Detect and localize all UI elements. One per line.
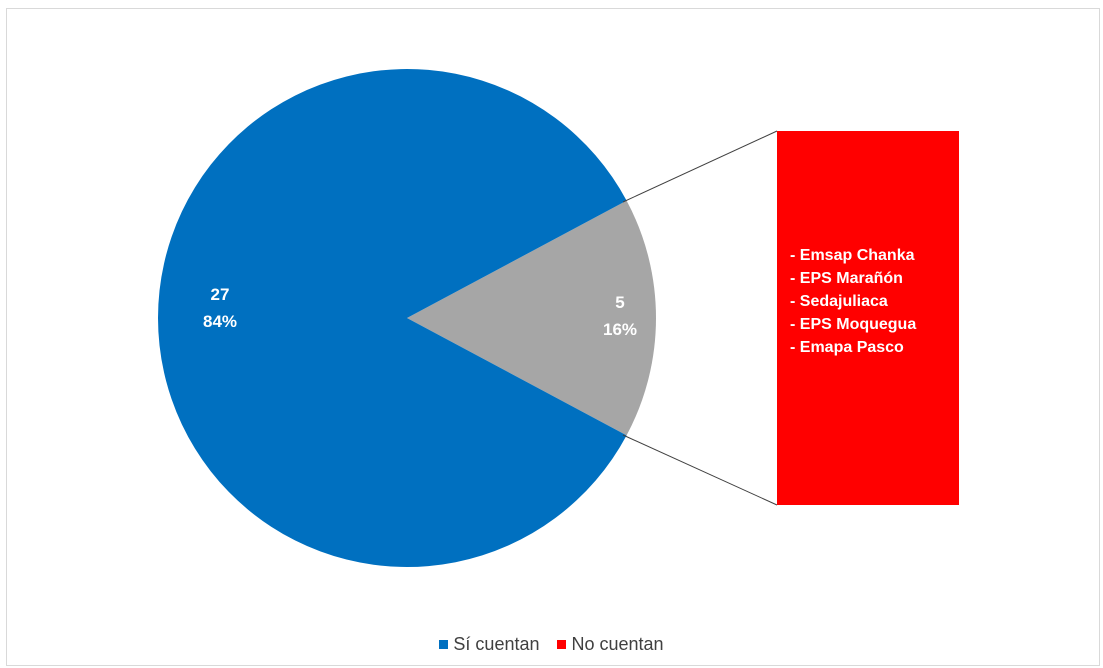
pie-slice-no-cuentan: [407, 200, 656, 436]
legend-item-no: No cuentan: [557, 634, 664, 655]
data-label-value-si: 27: [211, 285, 230, 304]
connector-line-bottom: [622, 434, 778, 506]
pie-slice-si-cuentan: [157, 68, 627, 567]
data-label-percent-no: 16%: [603, 320, 637, 339]
legend-item-si: Sí cuentan: [439, 634, 539, 655]
legend-swatch-icon: [439, 640, 449, 649]
data-label-value-no: 5: [615, 293, 624, 312]
callout-item: - Emapa Pasco: [790, 339, 904, 356]
legend-label: Sí cuentan: [453, 634, 540, 654]
legend: Sí cuentan No cuentan: [0, 634, 1103, 655]
callout-item: - Emsap Chanka: [790, 247, 915, 264]
callout-item: - EPS Moquegua: [790, 316, 917, 333]
callout-list: - Emsap Chanka - EPS Marañón - Sedajulia…: [790, 244, 916, 359]
connector-line-top: [622, 130, 778, 203]
legend-swatch-icon: [557, 640, 567, 649]
callout-connectors: [622, 130, 778, 506]
legend-label: No cuentan: [571, 634, 664, 654]
callout-box: [777, 131, 959, 505]
callout-item: - EPS Marañón: [790, 270, 903, 287]
data-label-percent-si: 84%: [203, 312, 237, 331]
callout-item: - Sedajuliaca: [790, 293, 888, 310]
pie-slices: [157, 68, 656, 567]
